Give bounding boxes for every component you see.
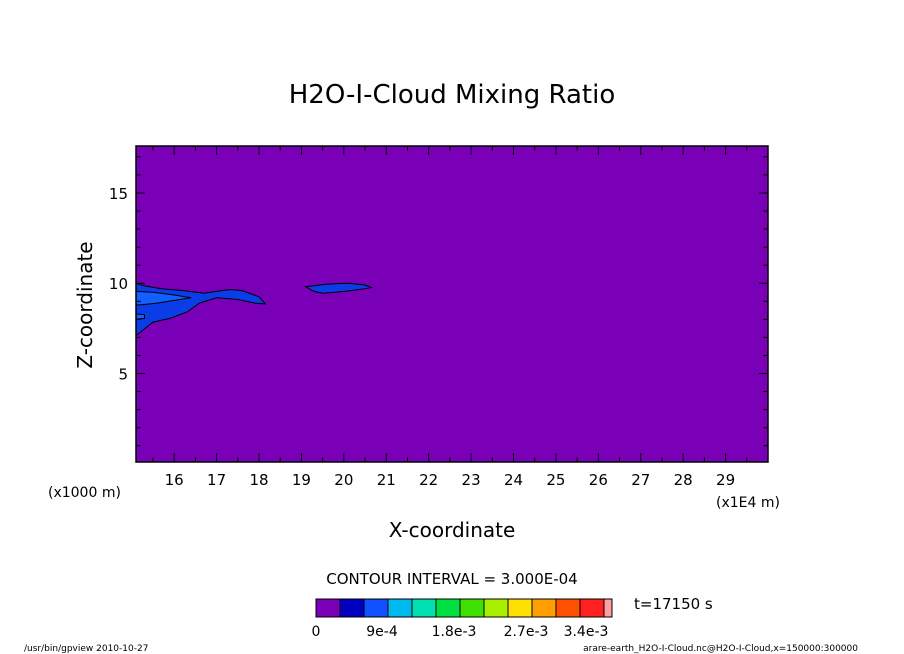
contour-region-3 (135, 313, 145, 320)
y-axis-label: Z-coordinate (73, 241, 97, 368)
colorbar-swatch (507, 598, 533, 618)
x-tick-label: 16 (165, 471, 184, 489)
y-tick-label: 5 (118, 366, 128, 384)
y-tick-label: 15 (109, 185, 128, 203)
colorbar-swatch (387, 598, 413, 618)
colorbar-label: 0 (312, 624, 321, 640)
x-unit-right: (x1E4 m) (716, 495, 780, 511)
x-tick-label: 26 (589, 471, 608, 489)
x-tick-label: 25 (546, 471, 565, 489)
colorbar-swatch (579, 598, 605, 618)
x-tick-label: 19 (292, 471, 311, 489)
contour-interval-label: CONTOUR INTERVAL = 3.000E-04 (326, 570, 577, 588)
time-label: t=17150 s (634, 595, 713, 613)
x-tick-label: 20 (334, 471, 353, 489)
x-tick-label: 29 (716, 471, 735, 489)
colorbar-label: 9e-4 (366, 624, 398, 640)
footer-left: /usr/bin/gpview 2010-10-27 (24, 644, 148, 654)
footer-right: arare-earth_H2O-I-Cloud.nc@H2O-I-Cloud,x… (583, 644, 858, 654)
chart-title: H2O-I-Cloud Mixing Ratio (289, 80, 616, 110)
x-tick-label: 23 (462, 471, 481, 489)
colorbar-label: 3.4e-3 (564, 624, 609, 640)
colorbar-swatch (603, 598, 613, 618)
x-tick-label: 24 (504, 471, 523, 489)
colorbar-swatch (459, 598, 485, 618)
colorbar-label: 2.7e-3 (504, 624, 549, 640)
y-tick-label: 10 (109, 275, 128, 293)
colorbar-swatch (315, 598, 341, 618)
x-tick-label: 18 (249, 471, 268, 489)
x-tick-label: 27 (631, 471, 650, 489)
contour-region-2 (135, 290, 192, 306)
x-tick-label: 28 (674, 471, 693, 489)
x-axis-label: X-coordinate (389, 518, 516, 542)
colorbar-swatch (363, 598, 389, 618)
x-unit-left: (x1000 m) (48, 485, 121, 501)
colorbar-swatch (339, 598, 365, 618)
colorbar-swatch (531, 598, 557, 618)
colorbar-swatch (435, 598, 461, 618)
colorbar-swatch (555, 598, 581, 618)
x-tick-label: 22 (419, 471, 438, 489)
plot-frame (135, 145, 769, 463)
contour-region-4 (304, 282, 374, 294)
colorbar-label: 1.8e-3 (432, 624, 477, 640)
x-tick-label: 17 (207, 471, 226, 489)
colorbar-swatch (411, 598, 437, 618)
field-background (136, 146, 768, 462)
colorbar: 0 9e-4 1.8e-3 2.7e-3 3.4e-3 (312, 598, 613, 640)
x-tick-label: 21 (377, 471, 396, 489)
colorbar-swatch (483, 598, 509, 618)
plot-area: 16 17 18 19 20 21 22 23 24 25 26 27 28 29 5 10 15 (109, 145, 769, 489)
